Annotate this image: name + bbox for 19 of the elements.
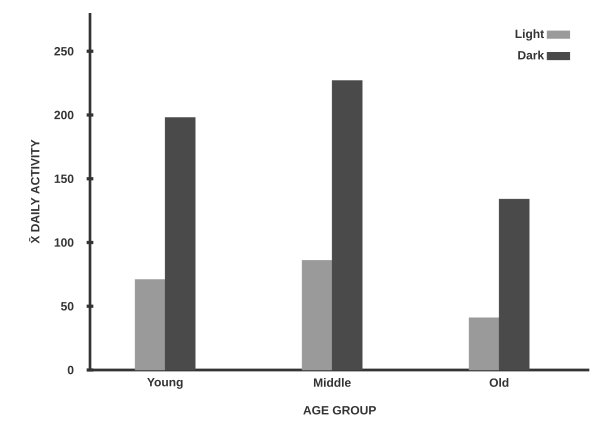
y-tick-label: 250 [54,46,74,56]
y-tick-label: 0 [68,366,74,374]
y-tick-label: 150 [54,174,74,184]
bar [468,317,500,370]
bar [134,279,166,370]
bar [164,117,196,370]
bar [332,80,362,370]
legend-label: Dark [518,50,544,60]
x-tick-label: Young [147,378,183,389]
x-tick-label: Old [490,378,508,387]
y-tick-label: 100 [54,238,74,247]
legend-label: Light [516,29,544,41]
y-axis-title: X̄ DAILY ACTIVITY [29,140,40,244]
bar [498,198,530,370]
y-tick-label: 200 [54,110,74,120]
bar [302,260,332,370]
y-tick-label: 50 [60,302,74,311]
x-tick-label: Middle [314,378,351,387]
x-axis-title: AGE GROUP [303,406,376,414]
